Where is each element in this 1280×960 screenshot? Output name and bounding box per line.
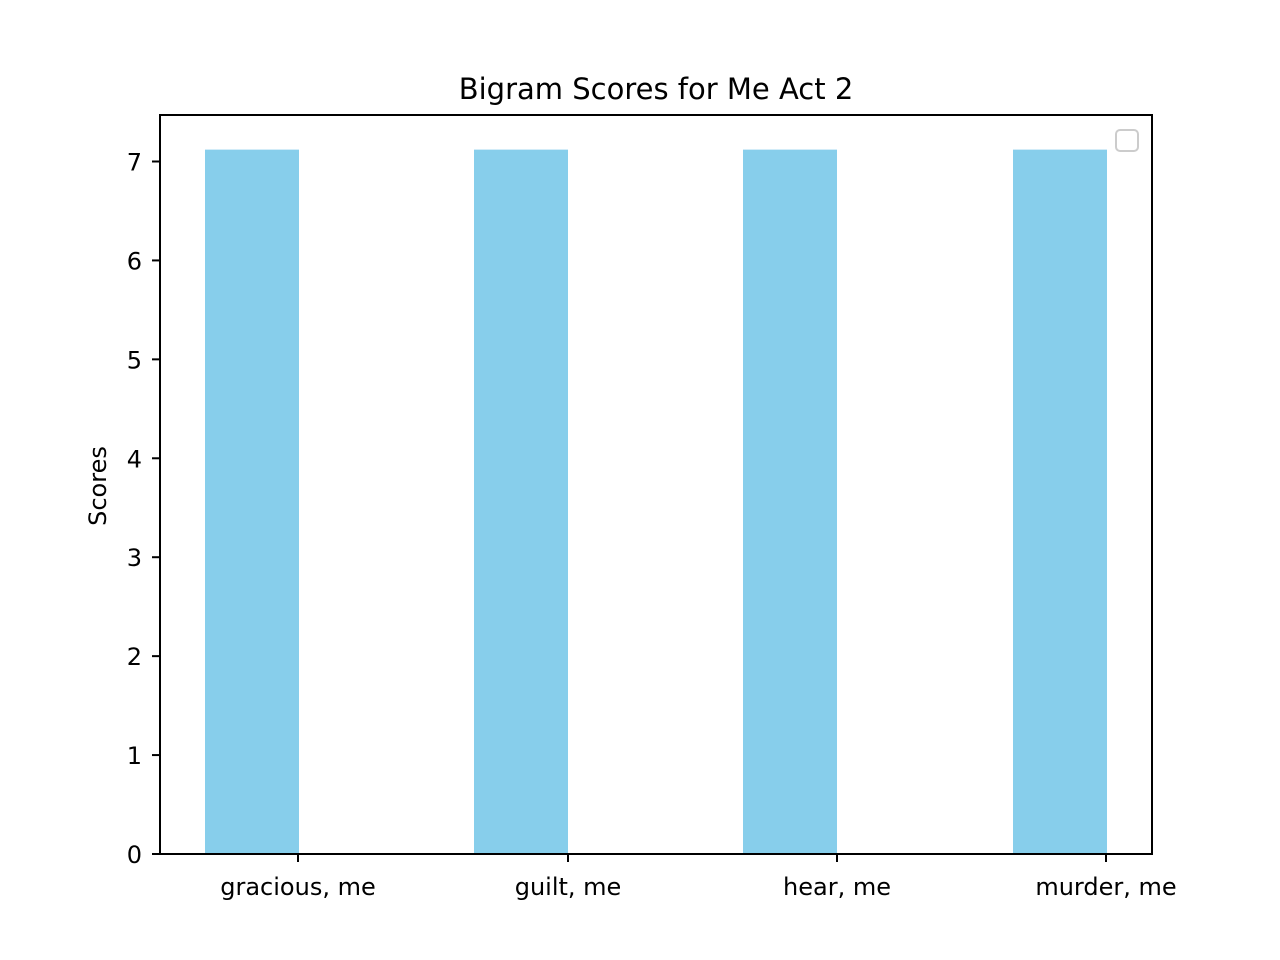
y-tick-label: 1	[127, 742, 142, 770]
x-tick-label: murder, me	[1035, 873, 1176, 901]
y-tick-label: 2	[127, 643, 142, 671]
x-tick-label: guilt, me	[515, 873, 622, 901]
y-tick-label: 3	[127, 544, 142, 572]
bar-2	[743, 149, 837, 854]
plot-frame	[159, 114, 1153, 855]
bar-0	[205, 149, 299, 854]
y-tick-label: 6	[127, 247, 142, 275]
x-tick-label: gracious, me	[220, 873, 375, 901]
x-tick-label: hear, me	[783, 873, 891, 901]
y-tick-label: 7	[127, 148, 142, 176]
legend-box	[1115, 129, 1139, 152]
bars-layer	[205, 149, 1107, 854]
y-tick-label: 5	[127, 346, 142, 374]
chart-title: Bigram Scores for Me Act 2	[459, 72, 854, 106]
y-tick-label: 4	[127, 445, 142, 473]
y-axis-ticks: 0 1 2 3 4 5 6 7	[127, 148, 160, 869]
bar-3	[1013, 149, 1107, 854]
y-axis-label: Scores	[84, 446, 112, 526]
x-axis-ticks: gracious, me guilt, me hear, me murder, me	[220, 854, 1177, 901]
bar-1	[474, 149, 568, 854]
y-tick-label: 0	[127, 841, 142, 869]
